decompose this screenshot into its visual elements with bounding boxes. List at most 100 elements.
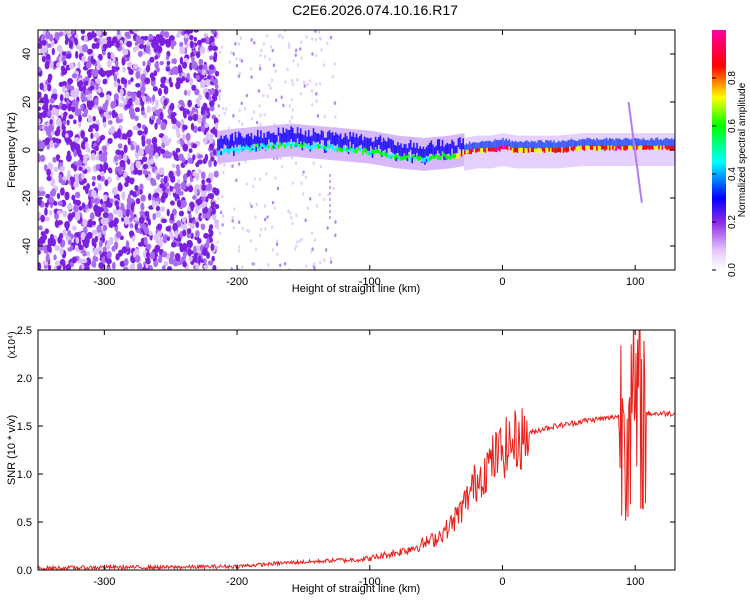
ridge-core [379, 151, 382, 156]
ridge-band [526, 140, 529, 151]
noise-speckle [93, 32, 97, 38]
noise-speckle [157, 88, 163, 97]
noise-speckle [169, 231, 174, 239]
noise-speckle [194, 88, 200, 96]
sparse-speckle [271, 48, 274, 53]
noise-speckle [159, 148, 166, 155]
noise-speckle [165, 67, 171, 72]
noise-speckle [62, 85, 66, 93]
noise-speckle [102, 103, 108, 112]
noise-speckle [97, 232, 102, 239]
ridge-core [223, 148, 226, 153]
noise-speckle [106, 266, 111, 270]
sparse-speckle [333, 101, 337, 105]
noise-speckle [43, 84, 48, 92]
ridge-core [331, 144, 335, 150]
ridge-band [456, 145, 459, 156]
ridge-halo [530, 135, 534, 169]
sparse-speckle [334, 115, 337, 119]
ridge-core [436, 156, 440, 161]
ridge-core [285, 142, 288, 148]
noise-speckle [132, 30, 139, 33]
noise-speckle [71, 105, 76, 113]
ridge-core [307, 144, 311, 149]
sparse-speckle [286, 67, 289, 72]
noise-speckle [213, 170, 219, 178]
noise-speckle [161, 265, 166, 270]
ridge-core [495, 147, 499, 153]
noise-speckle [101, 145, 108, 152]
ridge-core [562, 148, 565, 153]
noise-speckle [113, 241, 119, 250]
ridge-band [616, 138, 620, 148]
noise-speckle [187, 157, 193, 164]
ridge-core [499, 146, 502, 152]
ridge-band [287, 129, 290, 146]
sparse-speckle [255, 120, 259, 125]
ridge-band [341, 139, 344, 149]
sparse-speckle [322, 63, 326, 67]
ridge-core [260, 145, 263, 150]
noise-speckle [187, 116, 193, 121]
ridge-band [338, 135, 341, 148]
sparse-speckle [315, 204, 319, 208]
ridge-band [298, 133, 301, 145]
ridge-core [346, 147, 349, 152]
ridge-core [366, 150, 370, 156]
ridge-core [268, 144, 271, 149]
noise-speckle [59, 93, 64, 102]
noise-speckle [49, 140, 54, 149]
noise-speckle [195, 74, 200, 81]
ridge-core [312, 142, 315, 148]
noise-speckle [182, 108, 187, 117]
sparse-speckle [250, 38, 253, 42]
ridge-core [299, 143, 303, 148]
ridge-core [389, 154, 392, 160]
ridge-core [229, 148, 233, 152]
noise-speckle [44, 216, 50, 222]
ridge-band [327, 131, 330, 141]
ridge-core [405, 155, 408, 160]
ridge-halo [502, 133, 505, 167]
ridge-core [371, 148, 374, 154]
noise-speckle [121, 191, 126, 201]
ridge-core [409, 157, 413, 162]
noise-speckle [186, 228, 192, 234]
ridge-core [494, 147, 497, 152]
noise-speckle [104, 216, 109, 225]
sparse-speckle [241, 122, 244, 127]
ridge-band [557, 140, 561, 149]
noise-speckle [103, 162, 109, 171]
ridge-band [272, 132, 276, 149]
noise-speckle [145, 138, 152, 145]
noise-speckle [61, 123, 65, 131]
sparse-speckle [301, 192, 305, 196]
noise-speckle [81, 258, 88, 264]
sparse-speckle [263, 112, 266, 117]
noise-speckle [150, 181, 157, 187]
noise-speckle [170, 43, 175, 50]
noise-speckle [99, 170, 105, 177]
noise-speckle [57, 200, 63, 206]
noise-speckle [74, 137, 80, 143]
noise-speckle [70, 176, 74, 186]
noise-speckle [113, 217, 119, 225]
ridge-band [263, 133, 266, 148]
noise-speckle [191, 84, 197, 91]
noise-speckle [170, 213, 175, 221]
ridge-band [389, 138, 392, 149]
sparse-speckle [291, 221, 294, 226]
sparse-speckle [300, 181, 303, 186]
noise-speckle [153, 192, 160, 198]
ridge-core [481, 147, 484, 153]
ridge-core [669, 146, 672, 151]
noise-speckle [109, 198, 114, 204]
ridge-core [604, 146, 607, 151]
sparse-speckle [221, 223, 224, 227]
ridge-band [640, 139, 643, 149]
ridge-band [446, 142, 449, 155]
noise-speckle [213, 188, 220, 196]
sparse-speckle [235, 63, 239, 68]
noise-speckle [179, 106, 184, 112]
sparse-speckle [237, 245, 241, 249]
